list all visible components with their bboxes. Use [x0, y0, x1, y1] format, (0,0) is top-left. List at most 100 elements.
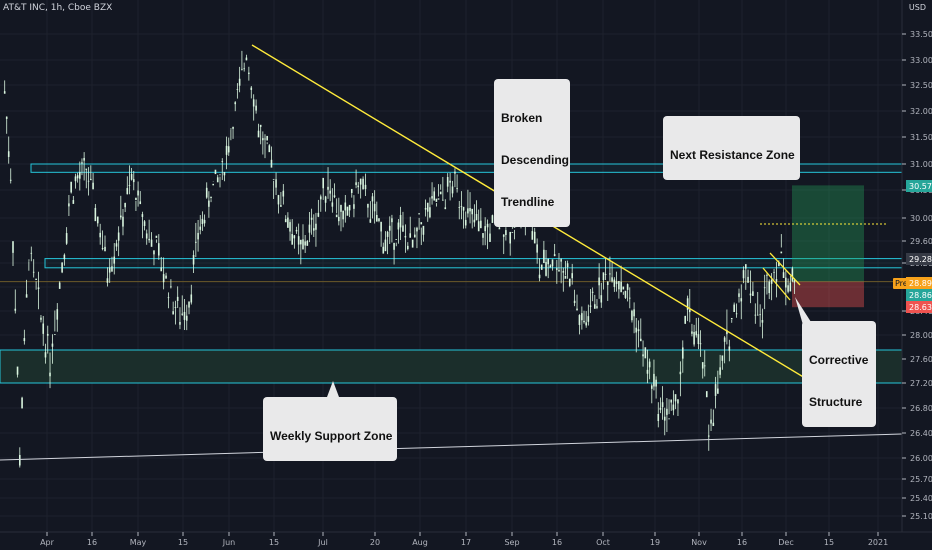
time-axis[interactable]: Apr 16 May 15 Jun 15 Jul 20 Aug 17 Sep 16 Oct 19 Nov 16… [40, 532, 888, 547]
time-tick-label: 2021 [868, 538, 888, 547]
candle-body [195, 241, 197, 243]
candle-body [761, 320, 764, 323]
candle-body [564, 275, 567, 279]
candle-body [132, 179, 135, 183]
candle-body [437, 198, 440, 200]
candle-body [35, 278, 37, 281]
candle-body [469, 208, 471, 212]
candle-body [576, 308, 578, 311]
candle-body [721, 355, 724, 361]
candle-body [130, 174, 133, 180]
candle-body [304, 241, 306, 246]
time-tick-label: 16 [737, 538, 747, 547]
candle-body [210, 196, 212, 199]
candle-body [766, 274, 768, 276]
candle-body [433, 191, 436, 201]
candle-body [312, 228, 315, 231]
candle-body [56, 309, 59, 320]
price-tick-label: 26.40 [910, 429, 932, 438]
candle-body [331, 202, 334, 207]
candle-body [201, 218, 204, 225]
candle-body [124, 203, 126, 208]
price-tick-label: 32.50 [910, 81, 932, 90]
candle-body [185, 315, 188, 321]
candle-body [502, 234, 505, 237]
candle-body [402, 225, 404, 232]
candle-body [473, 219, 476, 223]
candle-body [628, 297, 631, 299]
candle-body [99, 232, 101, 238]
candle-body [150, 239, 153, 247]
candle-body [137, 190, 139, 196]
price-label-badge [906, 301, 932, 313]
candle-body [540, 264, 543, 270]
candle-body [418, 213, 420, 215]
candle-body [329, 190, 331, 194]
candle-body [571, 273, 573, 279]
candle-body [346, 206, 349, 216]
candle-body [596, 306, 598, 308]
candle-body [308, 224, 311, 233]
candle-body [295, 229, 298, 232]
candle-body [480, 220, 482, 229]
candle-body [397, 222, 400, 230]
mid-zone [44, 258, 903, 269]
candle-body [344, 202, 347, 211]
target-box [792, 185, 864, 282]
candle-body [248, 72, 250, 74]
candle-body [639, 338, 642, 342]
candle-body [364, 184, 367, 190]
candle-body [451, 186, 454, 194]
candle-body [416, 227, 418, 232]
candle-body [46, 333, 49, 336]
zones [0, 163, 903, 384]
currency-label[interactable]: USD [908, 3, 926, 12]
symbol-title[interactable]: AT&T INC, 1h, Cboe BZX [3, 3, 113, 13]
candle-body [719, 367, 721, 375]
candle-body [615, 281, 618, 284]
channel-upper-line [769, 252, 801, 286]
candle-body [558, 269, 560, 272]
candle-body [293, 235, 296, 239]
candle-body [467, 208, 469, 214]
candle-body [482, 233, 484, 238]
price-label-badge [906, 253, 932, 265]
candle-body [232, 126, 234, 129]
candle-body [653, 373, 655, 387]
candle-body [158, 243, 160, 256]
candle-body [115, 243, 118, 247]
candle-body [61, 262, 63, 273]
candle-body [531, 231, 534, 240]
candle-body [255, 105, 257, 111]
candle-body [650, 385, 653, 389]
candle-body [404, 235, 407, 238]
candle-body [21, 397, 23, 409]
candle-body [230, 128, 232, 130]
candle-body [181, 313, 184, 315]
price-tick-label: 31.00 [910, 160, 932, 169]
candle-body [37, 287, 40, 290]
candle-body [604, 274, 607, 275]
candle-body [266, 135, 268, 141]
candle-body [462, 206, 465, 211]
candle-body [203, 219, 206, 224]
candle-body [587, 316, 590, 322]
candle-body [670, 399, 673, 403]
candle-body [549, 265, 552, 268]
candle-body [322, 177, 324, 189]
candle-body [7, 151, 10, 157]
candle-body [598, 277, 600, 286]
candle-body [143, 221, 146, 226]
candle-body [505, 230, 507, 236]
price-tick-label: 28.00 [910, 331, 932, 340]
candle-body [14, 308, 17, 311]
candle-body [145, 233, 148, 239]
candle-body [581, 313, 583, 321]
candle-body [245, 57, 248, 61]
candle-body [657, 413, 660, 421]
candle-body [225, 145, 228, 155]
candle-body [556, 268, 558, 270]
price-tick-label: 26.80 [910, 404, 932, 413]
price-label-badge [906, 277, 932, 289]
